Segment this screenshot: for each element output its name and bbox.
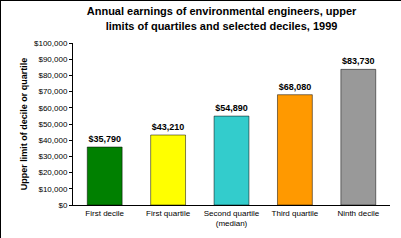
svg-text:$50,000: $50,000 — [38, 120, 67, 129]
svg-text:$40,000: $40,000 — [38, 136, 67, 145]
svg-text:$35,790: $35,790 — [88, 134, 121, 144]
svg-text:$30,000: $30,000 — [38, 152, 67, 161]
svg-text:$100,000: $100,000 — [34, 39, 68, 48]
svg-text:$54,890: $54,890 — [215, 103, 248, 113]
svg-text:$70,000: $70,000 — [38, 87, 67, 96]
svg-text:$0: $0 — [58, 201, 67, 210]
svg-text:Third quartile: Third quartile — [272, 209, 319, 218]
svg-text:$68,080: $68,080 — [279, 82, 312, 92]
svg-text:$60,000: $60,000 — [38, 104, 67, 113]
svg-text:$83,730: $83,730 — [342, 56, 375, 66]
svg-text:$10,000: $10,000 — [38, 185, 67, 194]
svg-text:Ninth decile: Ninth decile — [337, 209, 379, 218]
svg-text:$43,210: $43,210 — [152, 122, 185, 132]
svg-text:Annual earnings of environment: Annual earnings of environmental enginee… — [87, 5, 357, 31]
svg-text:$90,000: $90,000 — [38, 55, 67, 64]
svg-text:$20,000: $20,000 — [38, 168, 67, 177]
svg-text:Second quartile(median): Second quartile(median) — [204, 209, 260, 228]
svg-text:First quartile: First quartile — [146, 209, 191, 218]
svg-text:$80,000: $80,000 — [38, 71, 67, 80]
svg-text:Upper limit of decile or quart: Upper limit of decile or quartile — [19, 58, 29, 191]
svg-text:First decile: First decile — [85, 209, 124, 218]
